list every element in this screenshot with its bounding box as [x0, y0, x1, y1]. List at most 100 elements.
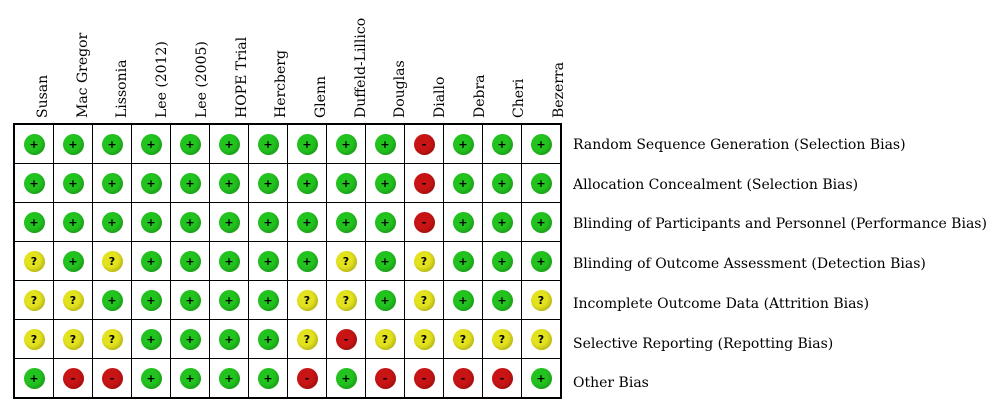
study-label-text: Cheri — [511, 78, 528, 118]
judgement-cell: + — [170, 319, 210, 359]
unclear-risk-icon: ? — [101, 329, 123, 350]
risk-of-bias-table: + + + + + + + + + + - + + + + + + + + + + + + + - + + + + + + + + + + + + + - +… — [13, 123, 562, 399]
low-risk-icon: + — [296, 251, 318, 272]
judgement-cell: + — [248, 319, 288, 359]
low-risk-icon: + — [257, 290, 279, 311]
judgement-cell: + — [209, 163, 249, 203]
low-risk-icon: + — [491, 212, 513, 233]
domain-label: Allocation Concealment (Selection Bias) — [573, 176, 859, 193]
low-risk-icon: + — [257, 134, 279, 155]
study-label-text: Susan — [35, 74, 51, 118]
low-risk-icon: + — [452, 290, 474, 311]
unclear-risk-icon: ? — [23, 290, 45, 311]
low-risk-icon: + — [374, 212, 396, 233]
judgement-cell: + — [131, 241, 171, 281]
judgement-cell: + — [131, 280, 171, 320]
judgement-cell: + — [287, 241, 327, 281]
low-risk-icon: + — [218, 173, 240, 194]
low-risk-icon: + — [62, 212, 84, 233]
unclear-risk-icon: ? — [296, 329, 318, 350]
study-label-text: Bezerra — [551, 62, 568, 118]
judgement-cell: - — [404, 358, 444, 399]
unclear-risk-icon: ? — [452, 329, 474, 350]
unclear-risk-icon: ? — [530, 329, 552, 350]
high-risk-icon: - — [335, 329, 357, 350]
judgement-cell: + — [53, 202, 93, 242]
low-risk-icon: + — [101, 212, 123, 233]
judgement-cell: + — [248, 163, 288, 203]
judgement-cell: + — [365, 241, 405, 281]
judgement-cell: + — [92, 202, 132, 242]
judgement-cell: + — [443, 123, 483, 164]
high-risk-icon: - — [296, 368, 318, 389]
unclear-risk-icon: ? — [413, 290, 435, 311]
high-risk-icon: - — [452, 368, 474, 389]
low-risk-icon: + — [296, 212, 318, 233]
low-risk-icon: + — [218, 368, 240, 389]
judgement-cell: + — [170, 358, 210, 399]
table-row: + - - + + + + - + - - - - + — [13, 358, 562, 399]
judgement-cell: + — [326, 163, 366, 203]
low-risk-icon: + — [257, 173, 279, 194]
low-risk-icon: + — [140, 329, 162, 350]
low-risk-icon: + — [530, 251, 552, 272]
table-row: ??? + + + +? -????? — [13, 319, 562, 359]
judgement-cell: + — [482, 241, 522, 281]
unclear-risk-icon: ? — [335, 251, 357, 272]
study-label-text: HOPE Trial — [233, 36, 250, 118]
domain-label: Incomplete Outcome Data (Attrition Bias) — [573, 295, 870, 312]
judgement-cell: + — [209, 123, 249, 164]
judgement-cell: + — [365, 202, 405, 242]
judgement-cell: + — [13, 123, 54, 164]
high-risk-icon: - — [413, 368, 435, 389]
low-risk-icon: + — [62, 173, 84, 194]
high-risk-icon: - — [101, 368, 123, 389]
domain-label: Selective Reporting (Repotting Bias) — [573, 335, 834, 352]
low-risk-icon: + — [491, 134, 513, 155]
judgement-cell: + — [209, 241, 249, 281]
judgement-cell: + — [209, 319, 249, 359]
judgement-cell: + — [326, 358, 366, 399]
judgement-cell: + — [365, 163, 405, 203]
judgement-cell: ? — [92, 319, 132, 359]
low-risk-icon: + — [296, 173, 318, 194]
judgement-cell: + — [521, 163, 562, 203]
judgement-cell: + — [287, 163, 327, 203]
unclear-risk-icon: ? — [413, 251, 435, 272]
judgement-cell: + — [53, 163, 93, 203]
judgement-cell: + — [443, 202, 483, 242]
judgement-cell: + — [170, 123, 210, 164]
high-risk-icon: - — [413, 134, 435, 155]
study-label-text: Douglas — [392, 60, 409, 118]
table-row: ?? + + + + +?? +? + +? — [13, 280, 562, 320]
study-label-text: Mac Gregor — [74, 32, 91, 118]
judgement-cell: + — [248, 241, 288, 281]
unclear-risk-icon: ? — [101, 251, 123, 272]
judgement-cell: + — [521, 241, 562, 281]
judgement-cell: + — [482, 280, 522, 320]
low-risk-icon: + — [296, 134, 318, 155]
judgement-cell: + — [170, 280, 210, 320]
low-risk-icon: + — [530, 212, 552, 233]
judgement-cell: + — [170, 241, 210, 281]
judgement-cell: + — [248, 358, 288, 399]
judgement-cell: ? — [404, 319, 444, 359]
unclear-risk-icon: ? — [62, 290, 84, 311]
low-risk-icon: + — [140, 368, 162, 389]
judgement-cell: ? — [482, 319, 522, 359]
judgement-cell: + — [326, 202, 366, 242]
table-row: + + + + + + + + + + - + + + — [13, 202, 562, 242]
domain-label: Blinding of Participants and Personnel (… — [573, 216, 987, 233]
judgement-cell: + — [365, 123, 405, 164]
judgement-cell: ? — [404, 280, 444, 320]
low-risk-icon: + — [257, 368, 279, 389]
judgement-cell: ? — [13, 280, 54, 320]
low-risk-icon: + — [62, 251, 84, 272]
low-risk-icon: + — [530, 368, 552, 389]
low-risk-icon: + — [530, 134, 552, 155]
judgement-cell: ? — [53, 280, 93, 320]
high-risk-icon: - — [491, 368, 513, 389]
judgement-cell: - — [287, 358, 327, 399]
high-risk-icon: - — [413, 173, 435, 194]
low-risk-icon: + — [179, 329, 201, 350]
